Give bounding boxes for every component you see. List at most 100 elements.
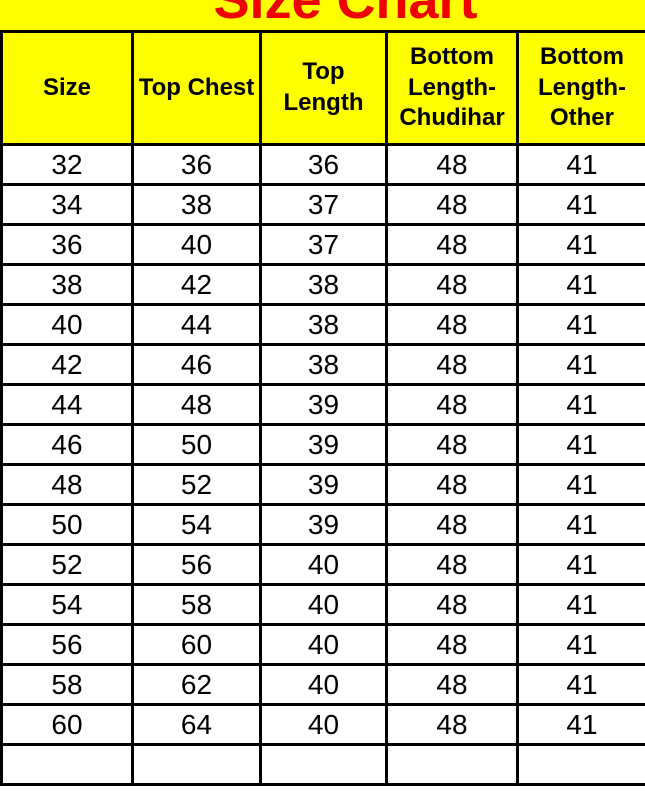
table-cell: 48 xyxy=(385,503,519,546)
table-cell: 38 xyxy=(0,263,134,306)
table-cell: 41 xyxy=(516,623,645,666)
table-row: 36 40 37 48 41 xyxy=(0,223,645,266)
table-cell: 52 xyxy=(0,543,134,586)
table-cell: 64 xyxy=(131,703,262,746)
table-row: 42 46 38 48 41 xyxy=(0,343,645,386)
table-cell: 41 xyxy=(516,543,645,586)
table-cell: 40 xyxy=(259,663,388,706)
table-cell: 58 xyxy=(0,663,134,706)
table-cell: 41 xyxy=(516,663,645,706)
table-cell: 48 xyxy=(385,263,519,306)
table-cell: 41 xyxy=(516,383,645,426)
table-row: 38 42 38 48 41 xyxy=(0,263,645,306)
table-cell: 54 xyxy=(131,503,262,546)
table-cell: 60 xyxy=(131,623,262,666)
table-cell: 50 xyxy=(131,423,262,466)
size-chart-table: Size Top Chest Top Length Bottom Length-… xyxy=(0,30,645,786)
table-cell: 32 xyxy=(0,143,134,186)
table-cell: 48 xyxy=(131,383,262,426)
table-cell: 48 xyxy=(385,663,519,706)
table-cell xyxy=(0,743,134,786)
table-cell: 48 xyxy=(385,183,519,226)
table-cell: 39 xyxy=(259,463,388,506)
table-cell xyxy=(516,743,645,786)
table-cell: 40 xyxy=(259,703,388,746)
table-cell: 41 xyxy=(516,143,645,186)
table-cell: 42 xyxy=(131,263,262,306)
table-cell: 37 xyxy=(259,183,388,226)
table-row: 48 52 39 48 41 xyxy=(0,463,645,506)
table-cell xyxy=(259,743,388,786)
table-cell: 50 xyxy=(0,503,134,546)
table-cell: 41 xyxy=(516,503,645,546)
column-header-bottom-length-other: Bottom Length-Other xyxy=(516,30,645,146)
table-cell: 36 xyxy=(0,223,134,266)
table-cell: 38 xyxy=(259,343,388,386)
table-cell: 40 xyxy=(131,223,262,266)
table-cell: 41 xyxy=(516,463,645,506)
table-cell: 48 xyxy=(385,223,519,266)
table-cell: 36 xyxy=(131,143,262,186)
table-cell: 48 xyxy=(385,303,519,346)
table-cell: 46 xyxy=(131,343,262,386)
table-cell: 56 xyxy=(0,623,134,666)
table-cell: 48 xyxy=(385,703,519,746)
table-cell: 38 xyxy=(259,303,388,346)
table-row: 44 48 39 48 41 xyxy=(0,383,645,426)
table-cell: 52 xyxy=(131,463,262,506)
table-cell: 48 xyxy=(385,463,519,506)
table-cell: 40 xyxy=(0,303,134,346)
table-cell: 48 xyxy=(385,423,519,466)
table-cell: 38 xyxy=(259,263,388,306)
table-cell: 41 xyxy=(516,263,645,306)
table-cell: 48 xyxy=(385,583,519,626)
column-header-top-length: Top Length xyxy=(259,30,388,146)
table-cell: 39 xyxy=(259,383,388,426)
table-cell: 42 xyxy=(0,343,134,386)
table-row: 34 38 37 48 41 xyxy=(0,183,645,226)
table-cell: 44 xyxy=(0,383,134,426)
table-cell: 41 xyxy=(516,703,645,746)
table-row: 58 62 40 48 41 xyxy=(0,663,645,706)
table-row: 32 36 36 48 41 xyxy=(0,143,645,186)
table-row: 60 64 40 48 41 xyxy=(0,703,645,746)
table-cell: 54 xyxy=(0,583,134,626)
table-cell: 58 xyxy=(131,583,262,626)
table-cell: 37 xyxy=(259,223,388,266)
table-cell: 36 xyxy=(259,143,388,186)
table-row: 40 44 38 48 41 xyxy=(0,303,645,346)
table-cell: 34 xyxy=(0,183,134,226)
table-cell: 41 xyxy=(516,343,645,386)
table-cell: 44 xyxy=(131,303,262,346)
table-row: 56 60 40 48 41 xyxy=(0,623,645,666)
table-body: 32 36 36 48 41 34 38 37 48 41 36 40 37 48 41 38 42 38 48 41… xyxy=(0,143,645,786)
table-cell: 60 xyxy=(0,703,134,746)
table-cell: 41 xyxy=(516,183,645,226)
table-row: 46 50 39 48 41 xyxy=(0,423,645,466)
table-cell: 56 xyxy=(131,543,262,586)
header-row: Size Top Chest Top Length Bottom Length-… xyxy=(0,30,645,146)
table-cell: 39 xyxy=(259,503,388,546)
table-cell xyxy=(131,743,262,786)
table-cell: 41 xyxy=(516,583,645,626)
page-title: Size Chart xyxy=(213,0,478,30)
table-cell: 48 xyxy=(385,383,519,426)
table-cell: 40 xyxy=(259,543,388,586)
table-cell: 40 xyxy=(259,623,388,666)
table-cell: 38 xyxy=(131,183,262,226)
table-row: 52 56 40 48 41 xyxy=(0,543,645,586)
table-cell: 48 xyxy=(385,543,519,586)
table-cell: 41 xyxy=(516,423,645,466)
table-row: 54 58 40 48 41 xyxy=(0,583,645,626)
table-cell: 41 xyxy=(516,303,645,346)
column-header-top-chest: Top Chest xyxy=(131,30,262,146)
table-cell: 48 xyxy=(385,623,519,666)
table-row: 50 54 39 48 41 xyxy=(0,503,645,546)
table-cell: 48 xyxy=(0,463,134,506)
column-header-size: Size xyxy=(0,30,134,146)
clipped-row xyxy=(0,743,645,786)
table-cell: 48 xyxy=(385,343,519,386)
table-cell: 39 xyxy=(259,423,388,466)
title-band: Size Chart xyxy=(0,0,645,30)
table-cell xyxy=(385,743,519,786)
